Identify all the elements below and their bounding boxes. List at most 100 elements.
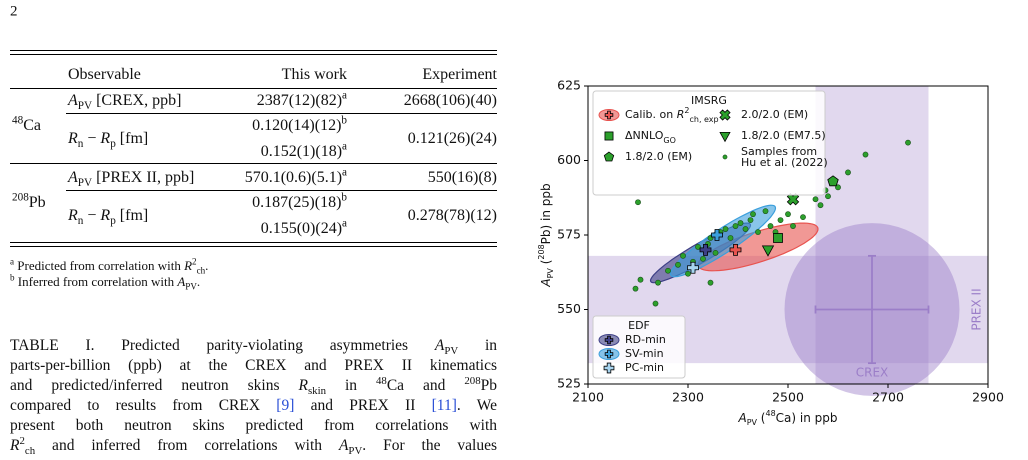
footnote: b Inferred from correlation with APV. [10, 273, 200, 292]
sample-point [750, 211, 756, 218]
sample-point [800, 214, 806, 221]
correlation-ellipse [669, 204, 777, 278]
marker [699, 243, 712, 256]
sample-point [652, 300, 659, 307]
column-header: This work [281, 66, 347, 83]
text-run: a [342, 140, 347, 153]
sample-point [675, 261, 681, 268]
text-run: 208 [12, 191, 29, 204]
text-run: n [77, 138, 84, 151]
observable: Rn − Rp [fm] [68, 130, 148, 151]
y-tick-label: 575 [557, 227, 581, 242]
sample-point [695, 244, 701, 250]
text-run: Ca and [386, 377, 465, 394]
legend-label: 1.8/2.0 (EM7.5) [741, 129, 826, 142]
legend-label: PC-min [625, 361, 664, 374]
legend-key [603, 151, 615, 162]
text-run: skin [307, 385, 327, 398]
text-run: ΔNNLO [625, 129, 664, 142]
text-run: Pb [28, 194, 46, 211]
x-tick-label: 2300 [672, 390, 704, 405]
legend-key [722, 154, 728, 160]
column-header: Experiment [422, 66, 497, 83]
table-rule [10, 54, 497, 55]
sample-point [632, 285, 639, 292]
text-run: Inferred from correlation with [14, 274, 178, 289]
legend-label: 2.0/2.0 (EM) [741, 108, 808, 121]
sample-point [637, 276, 644, 283]
text-run: R [100, 130, 111, 147]
text-run: Predicted from correlation with [14, 258, 185, 273]
text-run: 570.1(0.6)(5.1) [244, 169, 343, 186]
text-run: [CREX, ppb] [92, 92, 182, 109]
table-rule [10, 88, 497, 89]
column-header: Observable [68, 66, 141, 83]
sample-point [845, 169, 851, 176]
sample-point [835, 184, 841, 191]
text-run: ch [196, 265, 206, 276]
x-tick-label: 2700 [872, 390, 904, 405]
text-run: PV [185, 281, 197, 292]
observable: APV [CREX, ppb] [68, 92, 182, 112]
text-run: ch, exp [689, 115, 718, 124]
marker [773, 233, 783, 243]
text-run: Pb [480, 377, 497, 394]
legend-label: Samples from [741, 145, 817, 158]
text-run: and inferred from correlations with [35, 437, 339, 454]
text-run: present both neutron skins predicted fro… [10, 417, 497, 434]
citation-link[interactable]: [11] [431, 397, 457, 414]
text-run: ( [757, 411, 766, 425]
text-run: 2 [684, 106, 689, 115]
sample-point [755, 229, 761, 235]
sample-point [790, 223, 796, 229]
text-run: 2 [192, 256, 197, 267]
text-run: PV [77, 177, 93, 190]
text-run: Ca) in ppb [776, 411, 838, 425]
sample-point [727, 235, 734, 241]
sample-point [905, 139, 911, 146]
text-run: A [68, 169, 78, 186]
text-run: 2387(12)(82) [256, 92, 343, 109]
text-run: b [341, 191, 347, 204]
y-tick-label: 550 [557, 301, 581, 316]
text-run: − [83, 207, 101, 224]
text-run: ( [539, 260, 553, 269]
marker [827, 175, 839, 187]
sample-point [712, 249, 719, 256]
marker [761, 245, 775, 257]
sample-point [812, 196, 819, 203]
text-run: A [338, 437, 349, 454]
marker [711, 229, 723, 241]
x-tick-label: 2900 [972, 390, 1004, 405]
text-run: R [184, 258, 193, 273]
text-run: R [68, 130, 78, 147]
table-rule [10, 246, 497, 247]
text-run: . [205, 258, 209, 273]
text-run: b [341, 114, 347, 127]
text-run: ch [24, 445, 36, 458]
text-run: 208 [464, 374, 481, 387]
text-run: R [100, 207, 111, 224]
text-run: 48 [376, 374, 387, 387]
sample-point [785, 211, 791, 218]
text-run: R [298, 377, 308, 394]
citation-link[interactable]: [9] [276, 397, 295, 414]
sample-point [742, 226, 749, 232]
text-run: and PREX II [294, 397, 432, 414]
legend-key [604, 335, 614, 345]
text-run: 0.187(25)(18) [252, 194, 342, 211]
marker [729, 243, 742, 256]
observable: Rn − Rp [fm] [68, 207, 148, 227]
text-run: . We [456, 397, 497, 414]
figure: CREX PREX II 2100 2300 2500 2700 2900 525 550 575… [537, 78, 1004, 428]
legend-label: Calib. on R2ch, exp [625, 106, 719, 124]
caption-line: present both neutron skins predicted fro… [10, 417, 497, 435]
text-run: PV [546, 268, 555, 279]
x-tick-label: 2500 [772, 390, 804, 405]
legend-label: ΔNNLOGO [625, 129, 676, 145]
text-run: in [326, 377, 376, 394]
text-run: 0.155(0)(24) [260, 220, 343, 237]
marker [687, 261, 699, 274]
text-run: 0.120(14)(12) [252, 117, 342, 134]
